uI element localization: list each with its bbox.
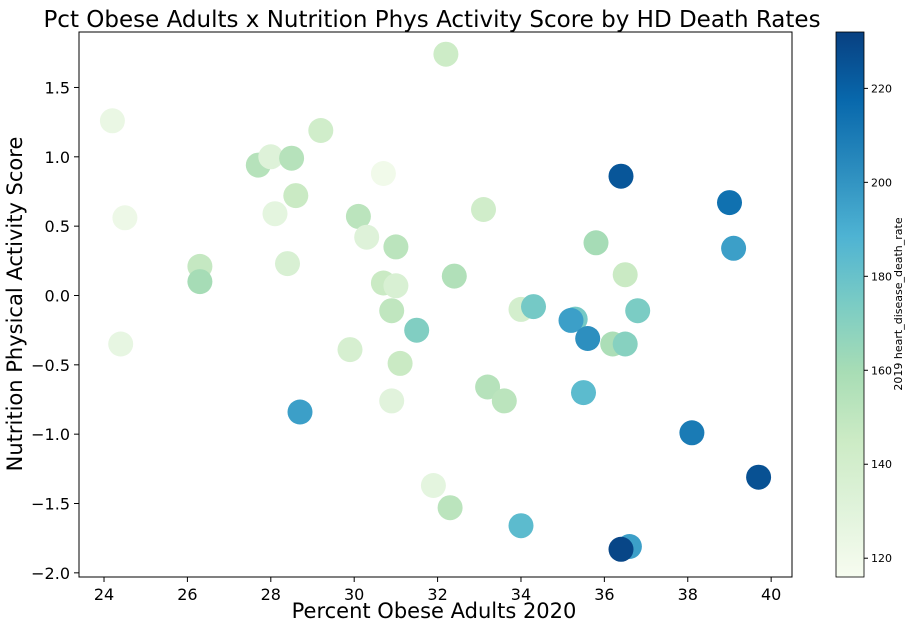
- data-point-18: [383, 273, 409, 299]
- data-point-43: [625, 298, 651, 324]
- colorbar-tick-label: 220: [871, 82, 892, 95]
- x-tick-label: 40: [761, 585, 781, 604]
- data-point-11: [275, 251, 300, 277]
- data-point-21: [387, 350, 413, 376]
- data-point-48: [721, 235, 747, 261]
- y-axis-ticks: −2.0 −1.5 −1.0 −0.5 0.0 0.5 1.0 1.5: [31, 78, 79, 583]
- plot-area: [78, 31, 793, 578]
- data-point-45: [608, 536, 634, 562]
- x-tick-label: 30: [344, 585, 364, 604]
- data-point-13: [337, 337, 363, 363]
- y-tick-label: 0.5: [45, 217, 70, 236]
- data-point-35: [558, 307, 584, 333]
- colorbar-ticks: 120 140 160 180 200 220: [864, 82, 892, 565]
- colorbar-tick-label: 200: [871, 176, 892, 189]
- chart-title: Pct Obese Adults x Nutrition Phys Activi…: [43, 7, 820, 33]
- data-point-12: [287, 399, 313, 425]
- y-tick-label: −1.5: [31, 495, 70, 514]
- colorbar: [835, 31, 865, 578]
- data-point-32: [521, 294, 546, 320]
- x-tick-label: 24: [94, 585, 114, 604]
- data-point-8: [262, 201, 288, 227]
- data-point-4: [187, 269, 213, 295]
- x-tick-label: 34: [511, 585, 531, 604]
- data-point-15: [354, 224, 380, 250]
- data-point-9: [283, 183, 309, 209]
- data-point-28: [471, 197, 496, 222]
- data-point-36: [575, 326, 601, 351]
- colorbar-tick-label: 120: [871, 552, 892, 565]
- data-point-47: [717, 190, 742, 216]
- y-tick-label: −2.0: [31, 564, 70, 583]
- x-axis-ticks: 24 26 28 30 32 34 36 38 40: [94, 577, 781, 604]
- data-point-30: [491, 388, 517, 414]
- x-tick-label: 26: [177, 585, 197, 604]
- data-point-24: [420, 473, 446, 498]
- data-point-14: [345, 203, 371, 229]
- y-tick-label: 1.5: [45, 78, 70, 97]
- data-point-46: [679, 420, 705, 446]
- data-point-29: [475, 374, 501, 400]
- data-point-7: [279, 145, 305, 171]
- colorbar-label: 2019 heart_disease_death_rate: [892, 217, 905, 390]
- data-point-10: [308, 118, 334, 143]
- colorbar-tick-label: 160: [871, 364, 892, 377]
- data-point-38: [583, 230, 609, 256]
- colorbar-tick-label: 180: [871, 270, 892, 283]
- data-point-2: [108, 331, 134, 357]
- data-point-33: [508, 513, 534, 539]
- data-point-19: [383, 234, 409, 260]
- y-tick-label: −0.5: [31, 356, 70, 375]
- data-point-25: [433, 41, 459, 67]
- data-point-20: [379, 298, 405, 324]
- data-point-49: [746, 464, 772, 490]
- data-point-23: [379, 388, 405, 414]
- data-point-22: [404, 317, 430, 343]
- x-tick-label: 28: [261, 585, 281, 604]
- data-point-16: [370, 161, 396, 186]
- data-point-1: [112, 205, 138, 231]
- x-axis-label: Percent Obese Adults 2020: [292, 599, 577, 623]
- data-point-37: [571, 380, 596, 406]
- y-axis-label: Nutrition Physical Activity Score: [3, 137, 27, 472]
- data-point-41: [612, 331, 638, 357]
- x-tick-label: 32: [427, 585, 447, 604]
- data-point-0: [99, 108, 125, 134]
- scatter-points: [99, 41, 772, 562]
- x-tick-label: 36: [594, 585, 614, 604]
- data-point-27: [441, 263, 467, 289]
- data-point-42: [608, 163, 634, 189]
- colorbar-tick-label: 140: [871, 458, 892, 471]
- data-point-6: [258, 144, 284, 170]
- data-point-40: [612, 262, 638, 288]
- y-tick-label: 1.0: [45, 148, 70, 167]
- data-point-26: [437, 495, 463, 521]
- x-tick-label: 38: [678, 585, 698, 604]
- y-tick-label: −1.0: [31, 425, 70, 444]
- y-tick-label: 0.0: [45, 286, 70, 305]
